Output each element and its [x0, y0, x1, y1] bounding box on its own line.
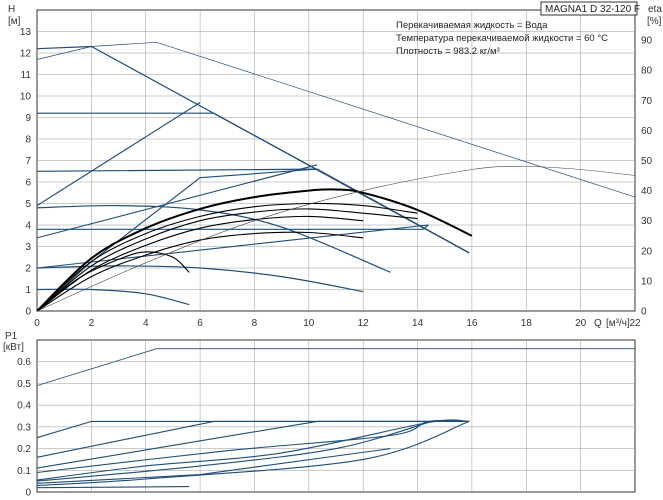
eta-axis-label: eta [648, 4, 662, 15]
density-info: Плотность = 983.2 кг/м³ [396, 46, 500, 57]
operating-curve-15 [36, 215, 364, 312]
h-tick-label: 3 [25, 242, 31, 253]
operating-curve-12 [36, 188, 473, 312]
system-curve-9 [36, 164, 318, 239]
chart-title-box [540, 1, 638, 16]
power-curve-5 [36, 419, 470, 481]
p1-axis-label: P1 [5, 331, 18, 342]
power-chart-frame [36, 339, 636, 493]
h-tick-label: 5 [25, 199, 31, 210]
head-grid [37, 10, 635, 311]
q-tick-label: 2 [89, 318, 95, 329]
p1-axis-unit: [кВт] [3, 342, 24, 353]
h-tick-label: 7 [25, 156, 31, 167]
head-curve-1 [36, 45, 470, 254]
q-tick-label: 10 [303, 318, 315, 329]
power-curve-1 [36, 420, 470, 439]
fluid-info: Перекачиваемая жидкость = Вода [396, 20, 548, 31]
efficiency-curve [36, 166, 636, 312]
h-tick-label: 9 [25, 113, 31, 124]
power-curve-4 [36, 419, 470, 474]
eta-tick-label: 30 [641, 216, 653, 227]
h-tick-label: 11 [21, 70, 32, 81]
p1-tick-label: 0.5 [17, 379, 31, 390]
q-tick-label: 6 [197, 318, 203, 329]
power-curve-8 [36, 420, 470, 487]
eta-tick-label: 0 [641, 307, 647, 318]
eta-tick-label: 20 [641, 246, 653, 257]
q-tick-label: 8 [252, 318, 258, 329]
chart-title: MAGNA1 D 32-120 F [545, 4, 640, 15]
eta-tick-label: 40 [641, 186, 653, 197]
head-curve-4 [37, 224, 429, 230]
temperature-info: Температура перекачиваемой жидкости = 60… [396, 33, 608, 44]
q-tick-label: 12 [358, 318, 370, 329]
power-curves [36, 348, 635, 489]
power-grid [37, 340, 635, 492]
h-tick-label: 13 [20, 27, 32, 38]
eta-tick-label: 50 [641, 156, 653, 167]
q-tick-label: 20 [575, 318, 587, 329]
h-axis-unit: [м] [8, 16, 21, 27]
system-curve-8 [36, 102, 201, 207]
p1-tick-label: 0.3 [17, 422, 31, 433]
q-tick-label: 16 [466, 318, 478, 329]
eta-tick-label: 60 [641, 126, 653, 137]
head-curve-0 [36, 41, 636, 198]
eta-tick-label: 90 [641, 36, 653, 47]
head-curves [36, 41, 636, 312]
h-tick-label: 8 [25, 135, 31, 146]
p1-tick-label: 0.4 [17, 401, 31, 412]
power-curve-9 [36, 486, 190, 489]
q-tick-label: 0 [34, 318, 40, 329]
p1-tick-label: 0 [25, 488, 31, 499]
power-curve-3 [36, 420, 470, 469]
q-axis-unit: [м³/ч] [606, 318, 630, 329]
h-axis-label: H [8, 4, 15, 15]
system-curve-11 [36, 224, 429, 269]
q-axis-label: Q [594, 318, 602, 329]
axis-ticks: 0 2 4 6 8 10 12 14 16 18 20 22012345678910111213010… [17, 27, 652, 499]
p1-tick-label: 0.2 [17, 444, 31, 455]
eta-tick-label: 80 [641, 66, 653, 77]
h-tick-label: 12 [20, 49, 32, 60]
operating-curve-14 [36, 208, 418, 312]
h-tick-label: 10 [20, 92, 32, 103]
power-curve-6 [36, 421, 429, 482]
q-tick-label: 18 [521, 318, 533, 329]
p1-tick-label: 0.1 [17, 466, 31, 477]
eta-tick-label: 70 [641, 96, 653, 107]
operating-curve-17 [36, 251, 190, 312]
eta-axis-unit: [%] [647, 16, 662, 27]
h-tick-label: 0 [25, 307, 31, 318]
h-tick-label: 6 [25, 178, 31, 189]
operating-curve-13 [36, 202, 418, 312]
q-tick-label: 22 [629, 318, 641, 329]
q-tick-label: 14 [412, 318, 424, 329]
system-curve-10 [36, 168, 470, 312]
h-tick-label: 4 [25, 221, 31, 232]
eta-tick-label: 10 [641, 276, 653, 287]
q-tick-label: 4 [143, 318, 149, 329]
operating-curve-16 [36, 231, 364, 312]
power-curve-0 [36, 348, 635, 386]
h-tick-label: 2 [25, 264, 31, 275]
p1-tick-label: 0.6 [17, 357, 31, 368]
head-curve-2 [37, 112, 470, 254]
h-tick-label: 1 [25, 285, 31, 296]
